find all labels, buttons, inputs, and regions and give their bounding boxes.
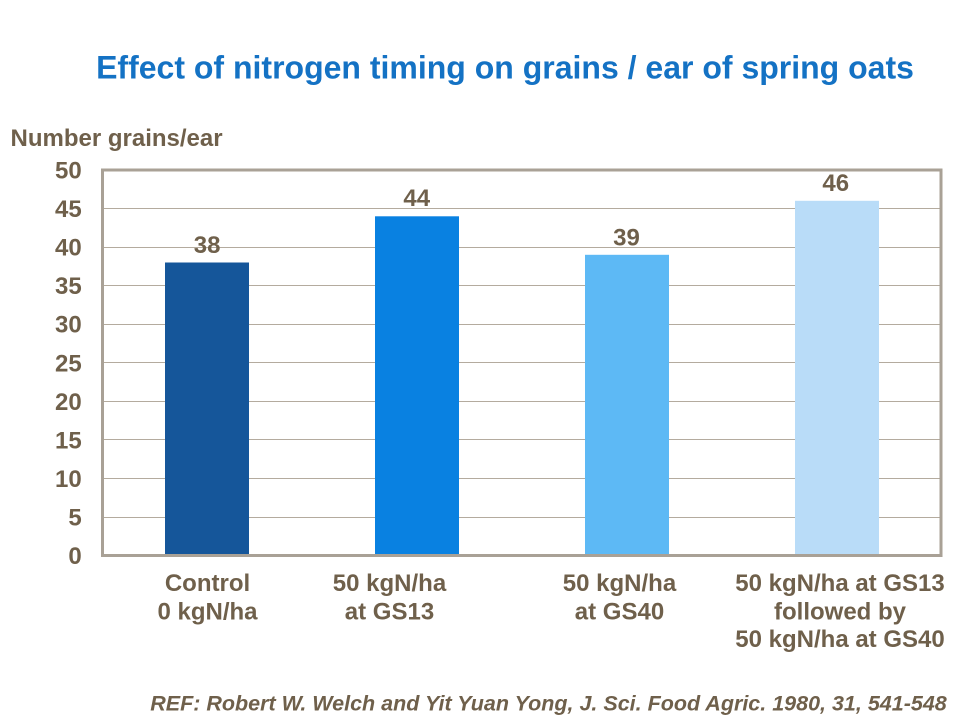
svg-text:25: 25 <box>55 350 82 377</box>
svg-text:Effect of nitrogen timing on g: Effect of nitrogen timing on grains / ea… <box>96 49 914 85</box>
svg-text:44: 44 <box>403 185 430 212</box>
svg-text:38: 38 <box>194 232 221 259</box>
svg-text:0: 0 <box>68 543 81 570</box>
svg-text:20: 20 <box>55 389 82 416</box>
svg-text:46: 46 <box>822 170 849 197</box>
svg-text:30: 30 <box>55 312 82 339</box>
svg-text:50 kgN/ha: 50 kgN/ha <box>333 570 447 597</box>
svg-text:5: 5 <box>68 504 81 531</box>
svg-text:50 kgN/ha at GS13: 50 kgN/ha at GS13 <box>735 570 944 597</box>
svg-text:at GS40: at GS40 <box>575 598 664 625</box>
svg-text:40: 40 <box>55 235 82 262</box>
svg-text:45: 45 <box>55 196 82 223</box>
svg-text:50: 50 <box>55 158 82 185</box>
svg-text:10: 10 <box>55 466 82 493</box>
svg-text:REF: Robert W. Welch and Yit Y: REF: Robert W. Welch and Yit Yuan Yong, … <box>150 692 947 716</box>
svg-text:Control: Control <box>165 570 250 597</box>
svg-text:50 kgN/ha at GS40: 50 kgN/ha at GS40 <box>735 626 944 653</box>
svg-text:followed by: followed by <box>774 598 907 625</box>
svg-text:15: 15 <box>55 427 82 454</box>
svg-text:50 kgN/ha: 50 kgN/ha <box>563 570 677 597</box>
svg-text:39: 39 <box>613 224 640 251</box>
svg-text:35: 35 <box>55 273 82 300</box>
svg-text:Number grains/ear: Number grains/ear <box>11 125 223 152</box>
svg-text:0 kgN/ha: 0 kgN/ha <box>157 598 258 625</box>
svg-text:at GS13: at GS13 <box>345 598 434 625</box>
